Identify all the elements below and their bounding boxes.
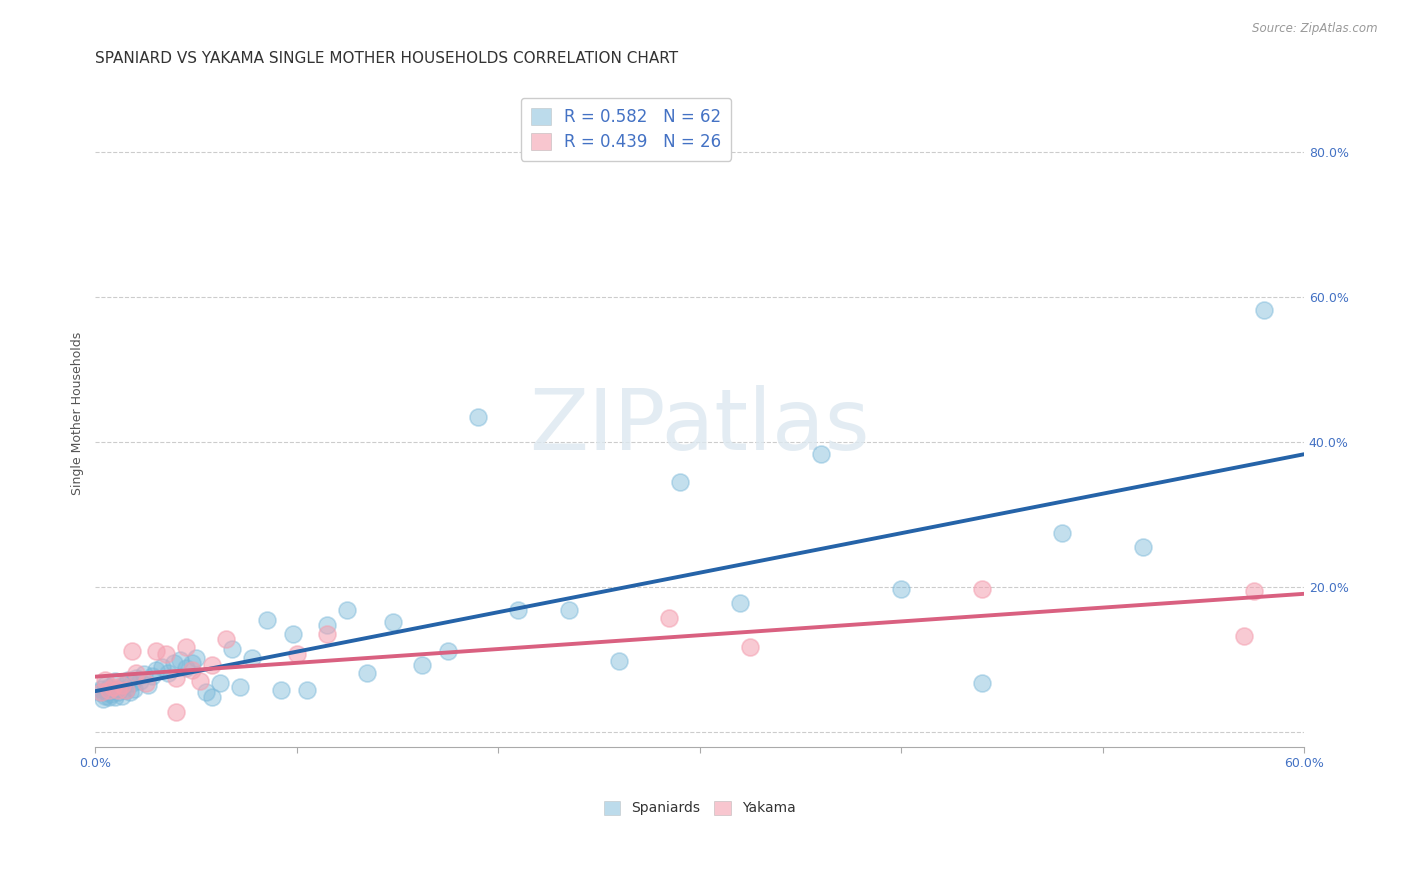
Point [256, 613, 278, 627]
Text: SPANIARD VS YAKAMA SINGLE MOTHER HOUSEHOLDS CORRELATION CHART: SPANIARD VS YAKAMA SINGLE MOTHER HOUSEHO… [96, 51, 679, 66]
Point [209, 675, 232, 690]
Point [98, 683, 121, 698]
Point [145, 644, 167, 658]
Point [136, 678, 159, 692]
Point [93, 692, 115, 706]
Point [970, 675, 993, 690]
Point [94, 689, 117, 703]
Point [188, 674, 211, 689]
Point [242, 651, 264, 665]
Point [195, 685, 218, 699]
Point [181, 657, 204, 671]
Point [316, 617, 339, 632]
Point [201, 658, 224, 673]
Point [163, 657, 186, 671]
Point [103, 683, 125, 698]
Point [132, 667, 155, 681]
Point [96, 685, 118, 699]
Point [181, 664, 204, 678]
Point [810, 447, 832, 461]
Point [117, 673, 139, 687]
Point [90, 685, 112, 699]
Point [285, 647, 308, 661]
Point [155, 647, 177, 661]
Point [295, 683, 318, 698]
Point [100, 687, 122, 701]
Point [1243, 583, 1265, 598]
Point [229, 680, 252, 694]
Point [336, 603, 359, 617]
Point [156, 665, 179, 680]
Point [121, 644, 143, 658]
Point [98, 680, 121, 694]
Point [607, 654, 630, 668]
Point [221, 641, 243, 656]
Point [108, 681, 131, 696]
Point [118, 685, 141, 699]
Point [1232, 629, 1254, 643]
Point [728, 596, 751, 610]
Point [668, 475, 690, 489]
Point [184, 651, 207, 665]
Point [141, 668, 163, 682]
Legend: Spaniards, Yakama: Spaniards, Yakama [596, 794, 803, 822]
Point [94, 673, 117, 687]
Point [145, 664, 167, 678]
Point [169, 652, 191, 666]
Point [114, 683, 136, 698]
Point [1132, 540, 1154, 554]
Point [128, 674, 150, 689]
Point [104, 674, 127, 689]
Point [124, 671, 146, 685]
Point [90, 681, 112, 696]
Text: Source: ZipAtlas.com: Source: ZipAtlas.com [1253, 22, 1378, 36]
Point [107, 683, 129, 698]
Point [135, 675, 157, 690]
Point [356, 665, 378, 680]
Point [121, 675, 143, 690]
Point [122, 681, 145, 696]
Point [658, 610, 681, 624]
Point [281, 627, 304, 641]
Point [165, 671, 187, 685]
Point [124, 665, 146, 680]
Point [103, 680, 125, 694]
Point [215, 632, 238, 647]
Point [467, 409, 489, 424]
Point [110, 678, 132, 692]
Point [557, 603, 579, 617]
Point [1253, 303, 1275, 318]
Point [110, 689, 132, 703]
Point [150, 660, 173, 674]
Point [112, 678, 135, 692]
Point [382, 615, 405, 629]
Point [114, 683, 136, 698]
Point [201, 690, 224, 705]
Point [89, 685, 111, 699]
Point [98, 690, 121, 705]
Y-axis label: Single Mother Households: Single Mother Households [72, 331, 84, 494]
Point [316, 627, 339, 641]
Point [1052, 525, 1074, 540]
Text: ZIPatlas: ZIPatlas [529, 384, 870, 467]
Point [174, 640, 197, 654]
Point [174, 661, 197, 675]
Point [270, 683, 292, 698]
Point [970, 582, 993, 596]
Point [411, 658, 433, 673]
Point [165, 705, 187, 719]
Point [738, 640, 761, 654]
Point [437, 644, 460, 658]
Point [508, 603, 530, 617]
Point [94, 678, 117, 692]
Point [107, 685, 129, 699]
Point [890, 582, 912, 596]
Point [104, 690, 127, 705]
